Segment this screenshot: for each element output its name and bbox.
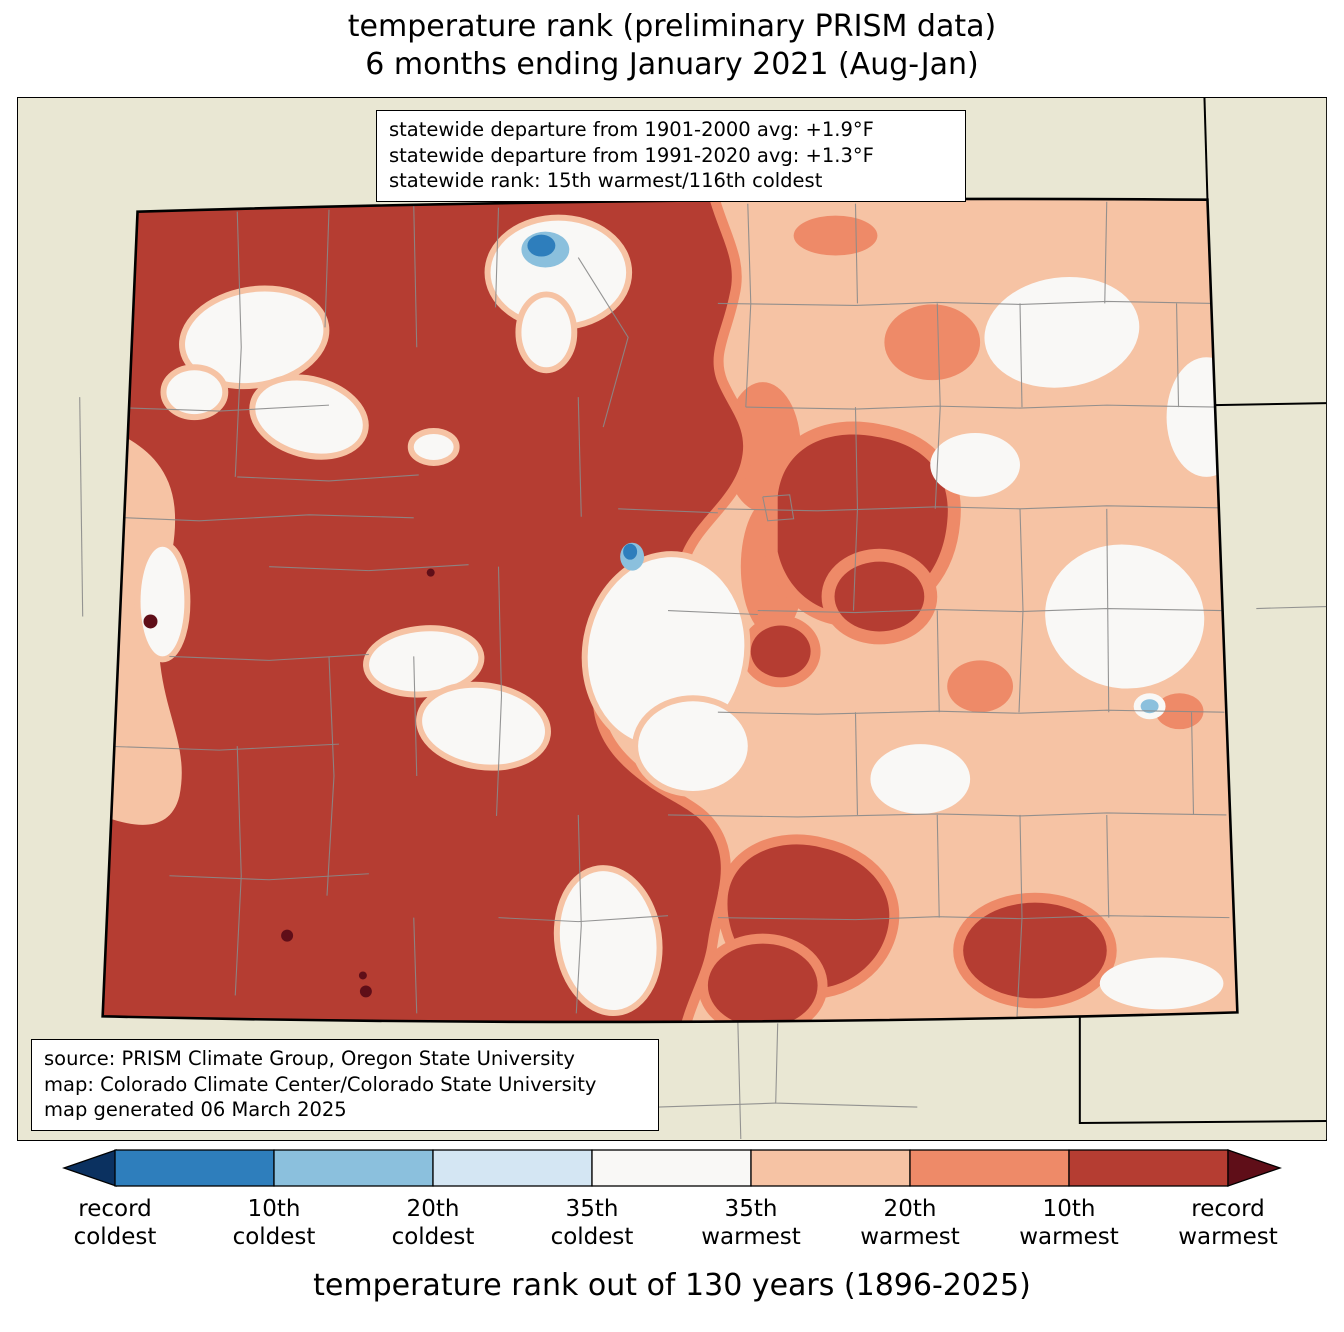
record-warmest-spots <box>143 568 435 998</box>
record-warmest-arrow-icon <box>1227 1149 1282 1187</box>
colorbar-segment-10th-warmest <box>1068 1149 1229 1187</box>
label-10th-coldest: 10th coldest <box>232 1196 316 1250</box>
neighbor-state-borders <box>1078 98 1327 1125</box>
figure-title-line1: temperature rank (preliminary PRISM data… <box>347 9 997 44</box>
map-panel: statewide departure from 1901-2000 avg: … <box>17 97 1327 1141</box>
source-line: source: PRISM Climate Group, Oregon Stat… <box>44 1047 575 1070</box>
stats-line-rank: statewide rank: 15th warmest/116th colde… <box>389 169 823 193</box>
label-record-warmest: record warmest <box>1178 1196 1278 1250</box>
colorbar-title: temperature rank out of 130 years (1896-… <box>313 1268 1031 1303</box>
colorbar <box>62 1148 1282 1188</box>
colorado-county-lines <box>102 201 1230 1017</box>
stats-line-1901: statewide departure from 1901-2000 avg: … <box>389 118 874 141</box>
label-20th-warmest: 20th warmest <box>860 1196 960 1250</box>
stats-line-1991: statewide departure from 1991-2020 avg: … <box>389 143 874 167</box>
cold-blue-spots <box>521 231 1159 714</box>
colorbar-segment-20th-coldest <box>273 1149 434 1187</box>
colorbar-segment-median <box>591 1149 752 1187</box>
source-box: source: PRISM Climate Group, Oregon Stat… <box>31 1039 659 1132</box>
generated-date-line: map generated 06 March 2025 <box>44 1098 347 1122</box>
label-record-coldest: record coldest <box>73 1196 157 1250</box>
colorado-state-border <box>101 197 1239 1024</box>
map-credit-line: map: Colorado Climate Center/Colorado St… <box>44 1072 597 1096</box>
figure-title-line2: 6 months ending January 2021 (Aug-Jan) <box>365 47 979 82</box>
neighbor-county-lines <box>79 397 1327 1139</box>
label-10th-warmest: 10th warmest <box>1019 1196 1119 1250</box>
colorbar-segment-35th-warmest <box>750 1149 911 1187</box>
label-35th-warmest: 35th warmest <box>701 1196 801 1250</box>
colorbar-segment-20th-warmest <box>909 1149 1070 1187</box>
colorbar-labels: record coldest 10th coldest 20th coldest… <box>62 1196 1282 1262</box>
record-coldest-arrow-icon <box>62 1149 117 1187</box>
colorado-map <box>19 98 1327 1139</box>
median-white-blobs <box>134 214 1238 1016</box>
label-20th-coldest: 20th coldest <box>391 1196 475 1250</box>
colorado-fill-regions <box>102 198 1238 1022</box>
colorbar-segment-35th-coldest <box>432 1149 593 1187</box>
colorbar-segment-10th-coldest <box>114 1149 275 1187</box>
colorbar-scale <box>62 1149 1282 1187</box>
stats-box: statewide departure from 1901-2000 avg: … <box>376 110 966 203</box>
label-35th-coldest: 35th coldest <box>550 1196 634 1250</box>
